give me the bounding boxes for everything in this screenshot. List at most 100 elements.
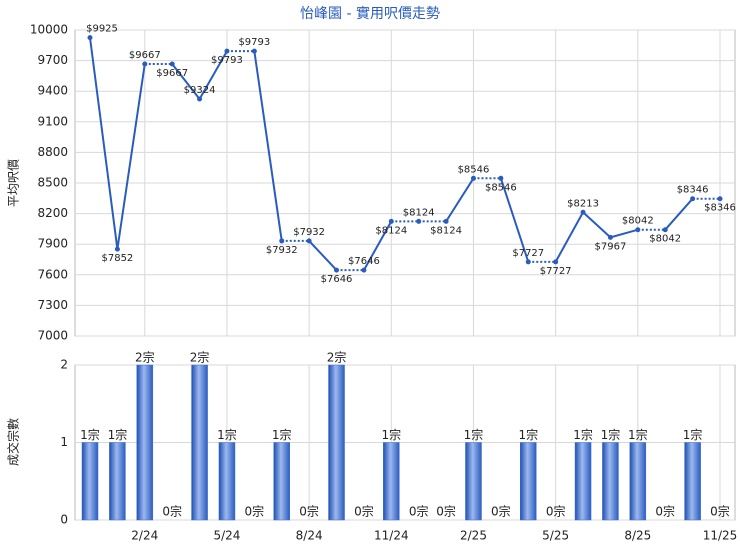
x-tick-label: 5/25 [542, 529, 569, 543]
line-segment [610, 228, 639, 239]
x-tick-label: 11/25 [703, 529, 738, 543]
y-tick-label: 7000 [37, 329, 68, 343]
bar [629, 442, 647, 521]
bar-value-label: 0宗 [299, 504, 319, 519]
point-value-label: $7646 [321, 274, 353, 285]
bar-value-label: 1宗 [272, 427, 292, 442]
point-value-label: $9667 [129, 50, 161, 61]
y-axis-label: 平均呎價 [7, 159, 21, 207]
y-tick-label: 8500 [37, 176, 68, 190]
y-tick-label: 8800 [37, 145, 68, 159]
line-point [142, 61, 148, 67]
line-point [525, 259, 531, 265]
line-point [690, 196, 696, 202]
bar [273, 442, 290, 521]
bar [136, 364, 154, 521]
point-value-label: $9793 [238, 37, 270, 48]
point-value-label: $8042 [622, 216, 654, 227]
point-value-label: $8213 [567, 198, 599, 209]
x-tick-label: 2/25 [460, 529, 487, 543]
bar-value-label: 0宗 [436, 504, 456, 519]
y-axis-label: 成交宗數 [6, 418, 21, 466]
line-point [607, 234, 613, 240]
bar [218, 442, 236, 521]
bar-value-label: 1宗 [217, 427, 237, 442]
y-tick-label: 7300 [37, 298, 68, 312]
line-point [553, 259, 559, 265]
bar [574, 442, 592, 521]
y-tick-label: 9400 [37, 84, 68, 98]
point-value-label: $9667 [156, 68, 188, 79]
bar [520, 442, 537, 521]
bar [328, 364, 345, 521]
bar [465, 442, 482, 521]
x-tick-label: 8/24 [296, 529, 323, 543]
bar-value-label: 0宗 [245, 504, 265, 519]
line-segment [554, 211, 584, 263]
line-point [498, 175, 504, 181]
bar-value-label: 2宗 [135, 350, 155, 365]
line-point [251, 48, 257, 54]
x-tick-label: 8/25 [624, 529, 651, 543]
bar-value-label: 1宗 [518, 427, 538, 442]
line-point [169, 61, 175, 67]
line-segment [89, 37, 119, 250]
line-segment [664, 198, 694, 231]
bar-value-label: 0宗 [354, 504, 374, 519]
point-value-label: $7932 [266, 245, 298, 256]
line-point [279, 238, 285, 244]
y-tick-label: 10000 [30, 23, 68, 37]
point-value-label: $8346 [677, 185, 709, 196]
line-point [334, 267, 340, 273]
line-segment [582, 211, 612, 239]
bar-value-label: 0宗 [710, 504, 730, 519]
line-point [580, 209, 586, 215]
line-point [717, 196, 723, 202]
bar-value-label: 1宗 [683, 427, 703, 442]
line-segment [308, 240, 338, 271]
line-point [662, 227, 668, 233]
bar-value-label: 0宗 [546, 504, 566, 519]
x-tick-label: 5/24 [213, 529, 240, 543]
line-point [635, 227, 641, 233]
point-value-label: $9324 [184, 85, 216, 96]
y-tick-label: 9100 [37, 114, 68, 128]
line-segment [116, 63, 146, 250]
y-tick-label: 7900 [37, 237, 68, 251]
line-segment [499, 177, 530, 263]
point-value-label: $7932 [293, 227, 325, 238]
point-value-label: $7727 [512, 248, 544, 259]
point-value-label: $8546 [458, 164, 490, 175]
bar [602, 442, 619, 521]
point-value-label: $8124 [403, 207, 435, 218]
point-value-label: $7852 [101, 253, 133, 264]
line-segment [171, 63, 201, 100]
line-point [416, 218, 422, 224]
bar [383, 442, 400, 521]
bar-value-label: 0宗 [409, 504, 429, 519]
bar-value-label: 1宗 [464, 427, 484, 442]
bar-value-label: 2宗 [327, 350, 347, 365]
bar-value-label: 1宗 [573, 427, 593, 442]
bar-value-label: 0宗 [491, 504, 511, 519]
bar-value-label: 1宗 [80, 427, 100, 442]
point-value-label: $8346 [704, 203, 736, 214]
point-value-label: $8124 [430, 225, 462, 236]
bar-value-label: 2宗 [190, 350, 210, 365]
line-point [114, 246, 120, 252]
y-tick-label: 8200 [37, 206, 68, 220]
line-point [87, 35, 93, 41]
point-value-label: $8042 [649, 234, 681, 245]
point-value-label: $7967 [595, 241, 627, 252]
bar-value-label: 1宗 [108, 427, 128, 442]
point-value-label: $7727 [540, 266, 572, 277]
line-segment [445, 177, 475, 222]
bar-value-label: 1宗 [381, 427, 401, 442]
chart-title: 怡峰園 - 實用呎價走勢 [300, 5, 440, 22]
bar [684, 442, 701, 521]
point-value-label: $9793 [211, 55, 243, 66]
y-tick-label: 7600 [37, 267, 68, 281]
bar [81, 442, 99, 521]
line-point [470, 175, 476, 181]
